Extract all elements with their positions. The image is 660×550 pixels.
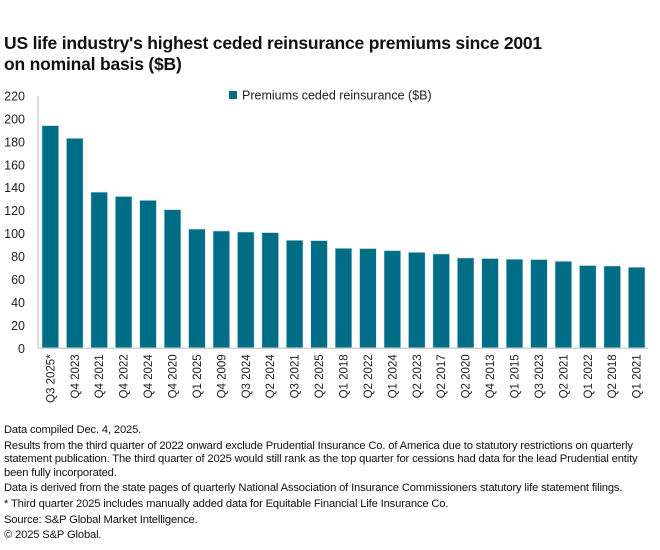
x-tick-label: Q4 2022 <box>119 354 131 398</box>
bar <box>41 125 60 349</box>
x-tick-label: Q2 2017 <box>436 354 448 398</box>
x-tick-label: Q1 2018 <box>339 354 351 398</box>
legend-swatch <box>229 91 237 99</box>
y-tick-label: 80 <box>11 250 25 264</box>
bar <box>530 259 548 349</box>
y-tick-label: 120 <box>4 204 25 218</box>
y-tick-label: 180 <box>4 135 25 149</box>
bars <box>41 125 646 349</box>
x-tick-label: Q2 2024 <box>265 354 277 399</box>
y-tick-label: 0 <box>18 342 25 356</box>
x-tick-label: Q1 2024 <box>387 354 399 399</box>
y-tick-label: 100 <box>4 227 25 241</box>
bar <box>432 253 450 349</box>
y-tick-label: 20 <box>11 319 25 333</box>
bar <box>90 191 108 349</box>
bar <box>579 265 597 349</box>
x-tick-label: Q2 2021 <box>558 354 570 398</box>
x-tick-label: Q4 2023 <box>70 354 82 398</box>
y-tick-label: 40 <box>11 296 25 310</box>
y-tick-label: 140 <box>4 181 25 195</box>
y-tick-label: 60 <box>11 273 25 287</box>
x-tick-label: Q2 2025 <box>314 354 326 398</box>
footnotes: Data compiled Dec. 4, 2025. Results from… <box>4 424 660 545</box>
bar <box>334 248 353 349</box>
x-tick-label: Q1 2025 <box>192 354 204 398</box>
legend-label: Premiums ceded reinsurance ($B) <box>242 89 432 103</box>
x-tick-label: Q1 2022 <box>583 354 595 398</box>
note-asterisk: * Third quarter 2025 includes manually a… <box>4 497 449 510</box>
y-tick-label: 160 <box>4 158 25 172</box>
bar <box>359 248 377 349</box>
x-tick-label: Q3 2023 <box>534 354 546 398</box>
bar <box>212 230 231 349</box>
bar <box>628 266 646 349</box>
bar <box>457 257 475 349</box>
bar <box>188 228 206 349</box>
x-tick-label: Q2 2018 <box>607 354 619 398</box>
x-tick-label: Q3 2021 <box>290 354 302 398</box>
x-tick-label: Q3 2025* <box>45 354 57 403</box>
note-data-compiled: Data compiled Dec. 4, 2025. <box>4 424 142 436</box>
chart-title: US life industry's highest ceded reinsur… <box>4 33 542 75</box>
note-copyright: © 2025 S&P Global. <box>4 529 102 542</box>
bar <box>603 265 621 349</box>
note-prudential-exclusion: Results from the third quarter of 2022 o… <box>4 439 638 479</box>
bar <box>237 231 255 349</box>
bar <box>408 252 426 349</box>
bar <box>139 200 157 349</box>
note-source: Source: S&P Global Market Intelligence. <box>4 513 198 526</box>
chart-title-line-1: US life industry's highest ceded reinsur… <box>4 33 542 53</box>
x-tick-label: Q1 2021 <box>632 354 644 398</box>
x-tick-label: Q4 2020 <box>168 354 180 398</box>
x-tick-label: Q4 2013 <box>485 354 497 398</box>
bar <box>261 232 279 349</box>
bar <box>114 196 133 349</box>
x-tick-label: Q2 2023 <box>412 354 424 398</box>
y-tick-label: 200 <box>4 112 25 126</box>
legend: Premiums ceded reinsurance ($B) <box>229 89 432 103</box>
bar <box>310 240 328 349</box>
x-tick-label: Q2 2020 <box>461 354 473 398</box>
bar <box>554 260 573 349</box>
y-axis: 0 20 40 60 80 100 120 140 160 180 200 220 <box>4 90 39 356</box>
bar <box>285 239 304 349</box>
x-tick-label: Q4 2021 <box>94 354 106 398</box>
bar <box>66 138 84 349</box>
x-tick-label: Q4 2009 <box>216 354 228 398</box>
bar <box>505 258 524 349</box>
bar <box>481 258 499 349</box>
x-axis: Q3 2025* Q4 2023 Q4 2021 Q4 2022 Q4 2024 Q4 2… <box>38 347 648 403</box>
y-tick-label: 220 <box>4 90 25 104</box>
note-data-source-naic: Data is derived from the state pages of … <box>4 482 623 495</box>
x-tick-label: Q2 2022 <box>363 354 375 398</box>
bar <box>383 250 402 349</box>
x-tick-label: Q3 2024 <box>241 354 253 399</box>
x-tick-label: Q4 2024 <box>143 354 155 399</box>
chart-title-line-2: on nominal basis ($B) <box>4 54 182 74</box>
x-tick-label: Q1 2015 <box>510 354 522 398</box>
bar <box>163 209 182 349</box>
